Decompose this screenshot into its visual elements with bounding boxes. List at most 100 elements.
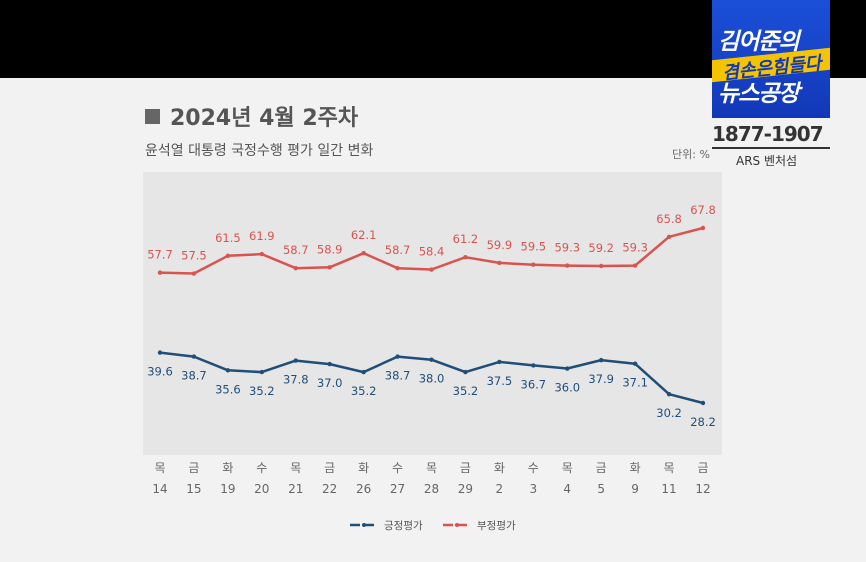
x-tick-day: 수 <box>528 461 539 475</box>
data-label: 62.1 <box>351 228 377 242</box>
data-label: 35.6 <box>215 382 241 396</box>
x-tick-date: 19 <box>220 482 235 496</box>
x-tick-day: 화 <box>222 461 233 475</box>
data-point <box>395 354 400 359</box>
data-label: 37.0 <box>317 376 343 390</box>
ars-label: ARS 벤처섬 <box>736 154 798 168</box>
unit-label: 단위: % <box>672 148 710 161</box>
x-tick-day: 금 <box>460 461 471 475</box>
logo-line1: 김어준의 <box>718 29 800 55</box>
data-point <box>225 368 231 373</box>
data-label: 59.3 <box>554 241 580 255</box>
x-tick-day: 화 <box>358 461 369 475</box>
data-point <box>293 358 298 363</box>
data-point <box>497 359 502 365</box>
data-label: 59.3 <box>622 241 648 255</box>
data-label: 38.7 <box>385 369 411 383</box>
x-tick-date: 14 <box>152 482 167 496</box>
data-label: 38.0 <box>419 372 445 386</box>
data-label: 37.5 <box>487 374 513 388</box>
data-label: 35.2 <box>453 384 479 398</box>
x-tick-day: 금 <box>188 461 199 475</box>
phone-divider <box>712 147 830 149</box>
data-point <box>259 369 265 375</box>
data-label: 57.7 <box>147 248 173 262</box>
data-label: 59.9 <box>487 238 513 252</box>
data-point <box>191 271 197 276</box>
x-tick-date: 27 <box>390 482 405 496</box>
x-tick-date: 21 <box>288 482 303 496</box>
legend-label: 부정평가 <box>477 520 516 532</box>
data-label: 37.9 <box>588 372 614 386</box>
data-label: 57.5 <box>181 249 207 263</box>
data-label: 65.8 <box>656 212 682 226</box>
data-point <box>463 369 468 375</box>
data-label: 58.7 <box>385 243 411 257</box>
data-point <box>259 251 265 257</box>
phone-number: 1877-1907 <box>712 122 824 146</box>
legend-marker <box>455 523 459 527</box>
data-label: 59.2 <box>588 241 614 255</box>
data-point <box>497 260 502 266</box>
data-point <box>463 254 468 260</box>
title-text: 2024년 4월 2주차 <box>170 106 359 131</box>
x-tick-date: 11 <box>661 482 676 496</box>
data-label: 35.2 <box>249 384 275 398</box>
x-tick-date: 15 <box>186 482 201 496</box>
logo-line2: 뉴스공장 <box>718 81 800 107</box>
x-tick-day: 목 <box>154 461 165 475</box>
data-point <box>361 369 366 375</box>
data-point <box>157 350 163 355</box>
x-tick-date: 20 <box>254 482 269 496</box>
x-tick-day: 목 <box>664 461 675 475</box>
data-point <box>565 263 570 268</box>
legend-marker <box>362 523 366 527</box>
x-tick-date: 29 <box>458 482 473 496</box>
data-point <box>700 225 706 231</box>
data-point <box>361 250 366 256</box>
data-point <box>395 266 400 271</box>
x-tick-date: 3 <box>529 482 537 496</box>
data-label: 28.2 <box>690 415 716 429</box>
data-label: 35.2 <box>351 384 377 398</box>
data-point <box>700 400 706 406</box>
data-label: 37.1 <box>622 376 648 390</box>
data-label: 61.5 <box>215 231 241 245</box>
data-label: 30.2 <box>656 406 682 420</box>
x-tick-day: 목 <box>562 461 573 475</box>
x-tick-date: 4 <box>563 482 571 496</box>
x-tick-day: 금 <box>697 461 708 475</box>
page-title: 2024년 4월 2주차 <box>145 100 358 132</box>
data-label: 59.5 <box>521 240 547 254</box>
x-tick-day: 목 <box>426 461 437 475</box>
data-point <box>293 266 298 271</box>
data-point <box>191 354 197 359</box>
x-tick-date: 5 <box>597 482 605 496</box>
data-point <box>666 234 672 240</box>
data-label: 36.0 <box>554 381 580 395</box>
data-label: 67.8 <box>690 203 716 217</box>
subtitle: 윤석열 대통령 국정수행 평가 일간 변화 <box>145 143 374 159</box>
data-point <box>666 391 672 397</box>
x-tick-date: 2 <box>496 482 504 496</box>
data-label: 58.7 <box>283 243 309 257</box>
x-tick-day: 화 <box>494 461 505 475</box>
data-point <box>565 366 570 371</box>
data-point <box>632 263 638 268</box>
data-point <box>632 361 638 366</box>
data-label: 61.9 <box>249 229 275 243</box>
data-label: 36.7 <box>521 377 547 391</box>
x-tick-day: 수 <box>392 461 403 475</box>
data-point <box>157 270 163 275</box>
x-tick-day: 금 <box>596 461 607 475</box>
data-label: 58.9 <box>317 242 343 256</box>
data-label: 38.7 <box>181 369 207 383</box>
x-tick-day: 수 <box>256 461 267 475</box>
data-label: 58.4 <box>419 245 445 259</box>
plot-area <box>143 172 722 455</box>
data-point <box>429 267 434 272</box>
x-tick-day: 화 <box>630 461 641 475</box>
x-tick-day: 목 <box>290 461 301 475</box>
show-logo: 김어준의 겸손은힘들다 뉴스공장 <box>712 0 830 118</box>
